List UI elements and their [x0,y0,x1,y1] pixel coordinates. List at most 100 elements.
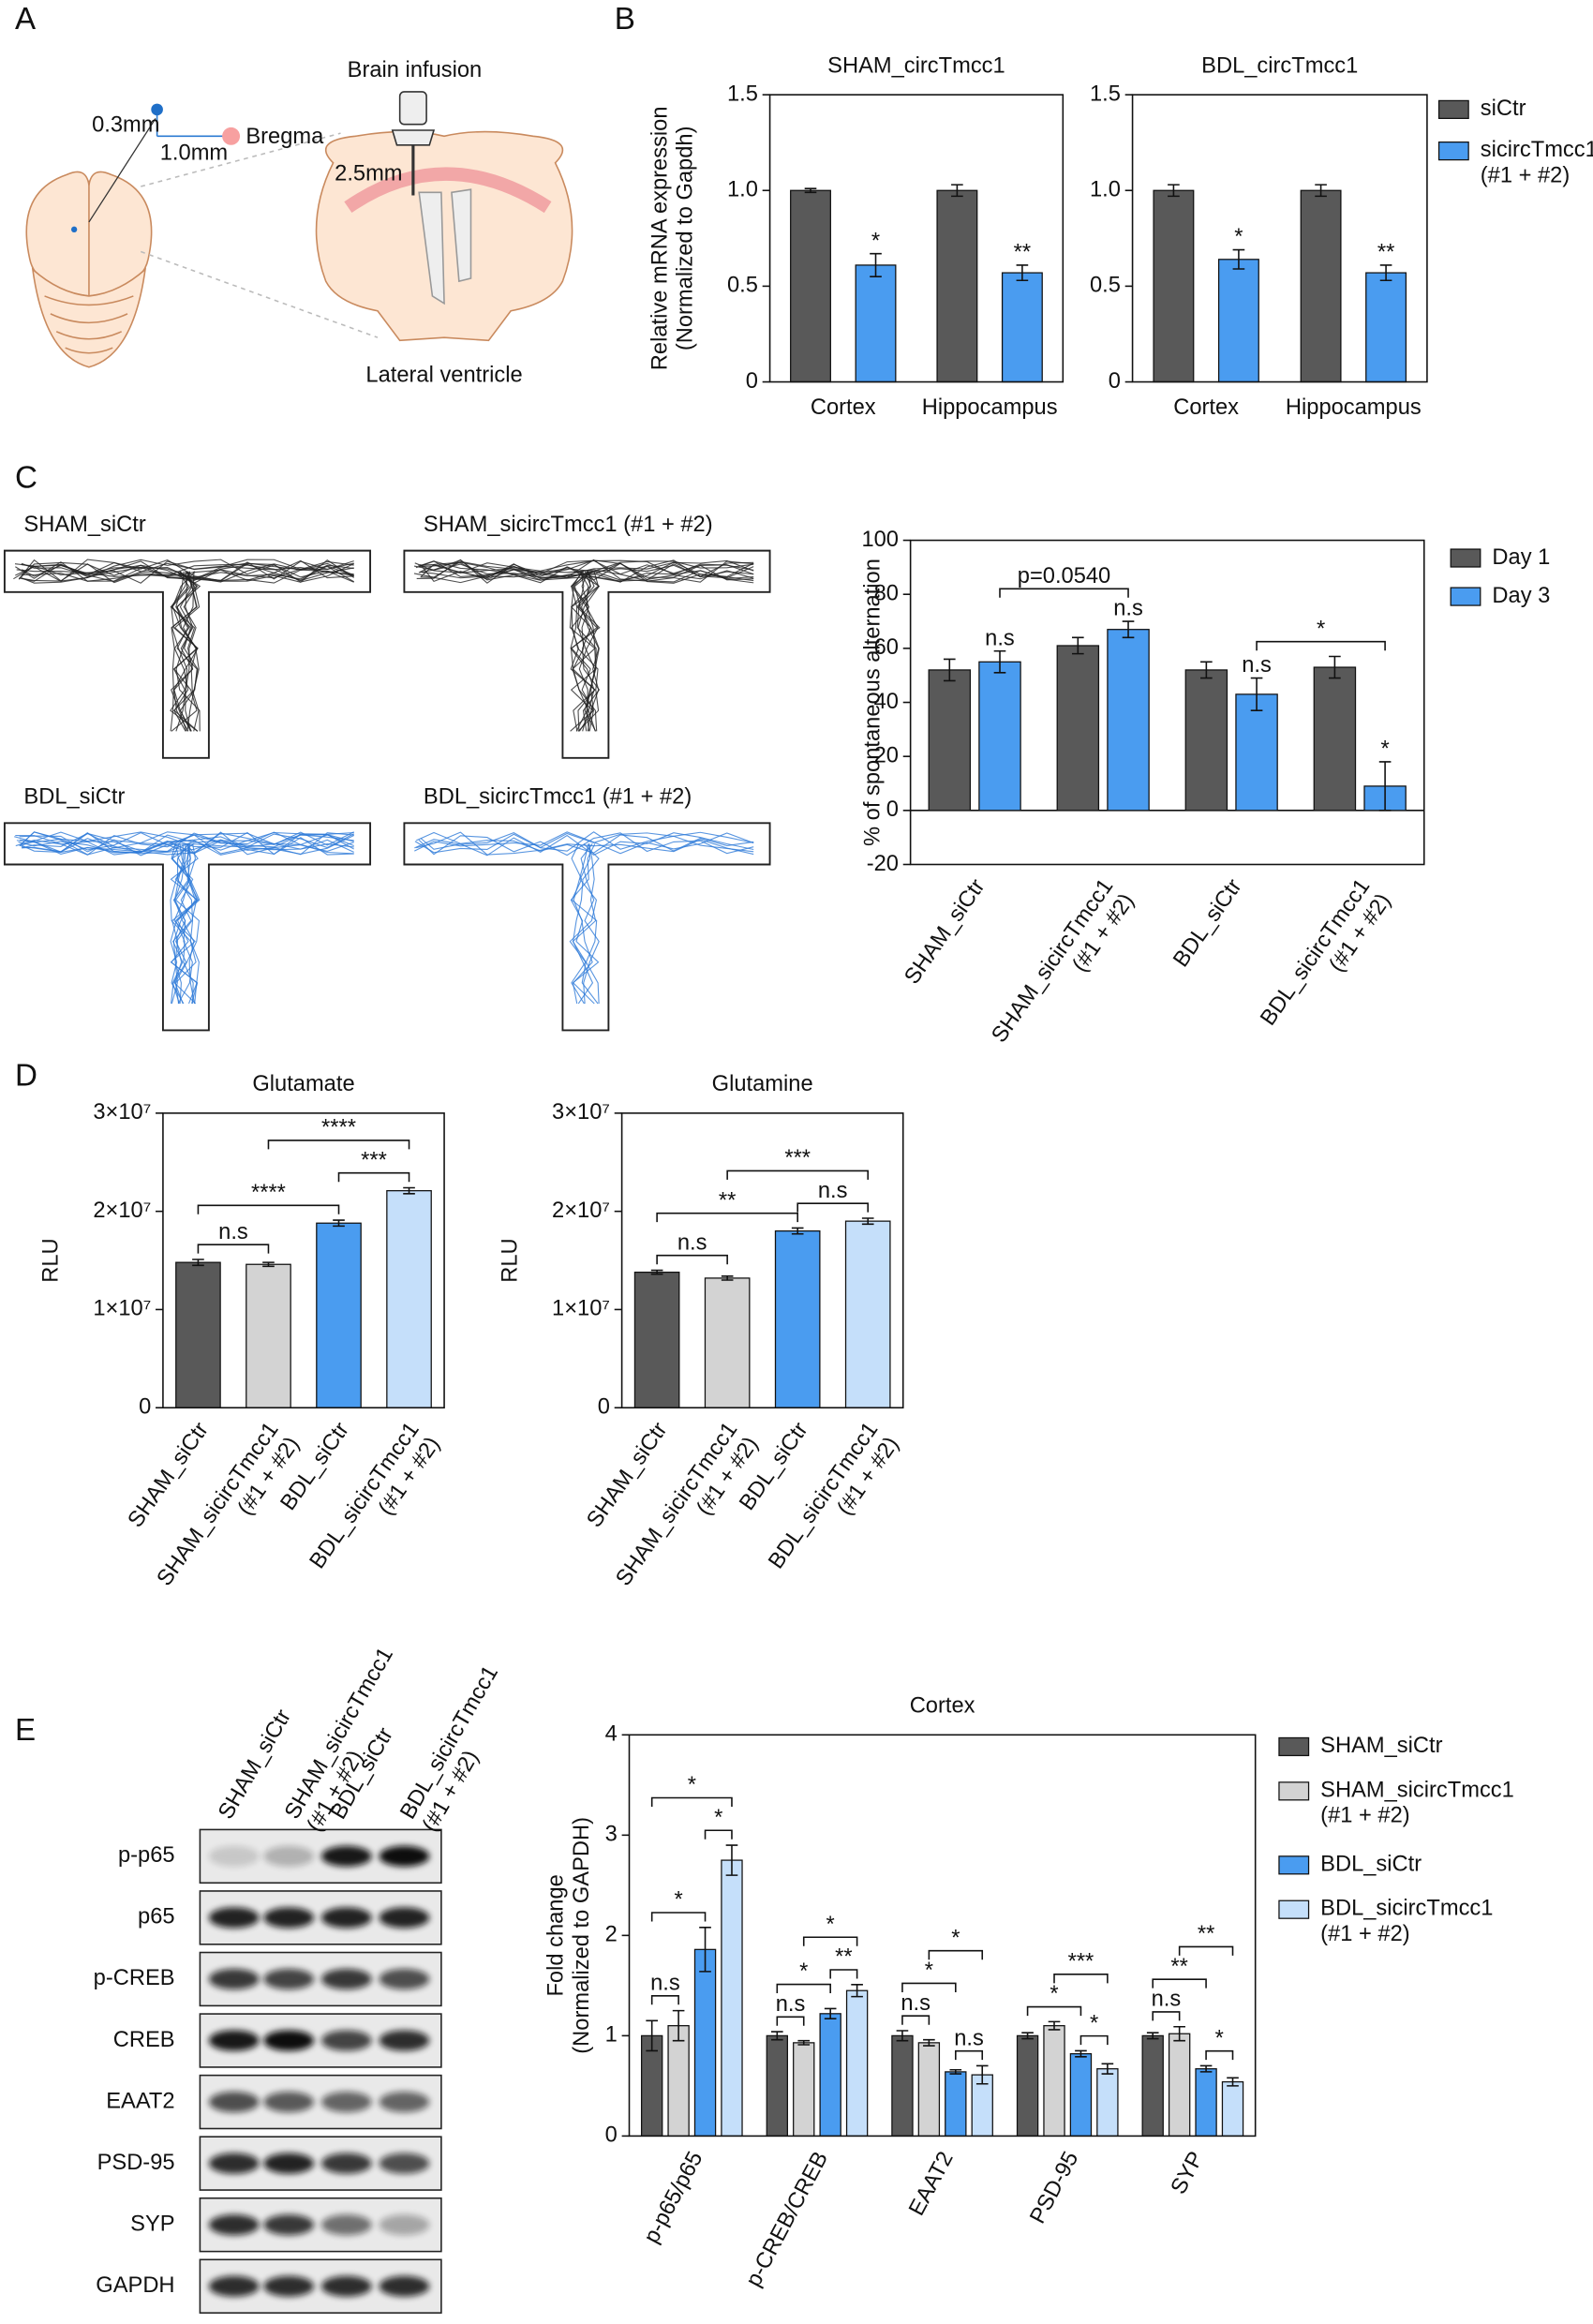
chart-title: Glutamate [252,1072,354,1096]
legend-label: SHAM_sicircTmcc1 (#1 + #2) [1320,1779,1514,1828]
y-tick-label: 0 [598,1394,610,1419]
significance-bracket [337,1171,410,1183]
blot-band [263,1845,315,1867]
marker [222,127,241,145]
y-tick-label: -20 [867,852,899,876]
significance-label: * [1234,225,1243,249]
diagram-label: 2.5mm [335,162,402,186]
y-tick-label: 0.5 [727,274,758,298]
y-tick-label: 0 [1109,369,1121,394]
diagram-label: Bregma [246,125,324,149]
error-bar [725,1844,738,1876]
blot-band [263,2030,315,2051]
significance-bracket [796,1202,870,1213]
trace [572,843,599,1005]
error-bar [403,1186,415,1195]
error-bar [1199,2064,1213,2073]
plot-frame [628,1734,1257,2138]
trace [414,832,754,853]
blot-band [263,2153,315,2174]
marker [70,226,78,232]
row-label: p-p65 [118,1843,175,1868]
significance-bracket [704,1829,733,1840]
blot-band [379,2153,430,2174]
x-tick-label: p-CREB/CREB [741,2148,833,2291]
plot-frame [620,1112,904,1409]
trace [22,832,354,853]
trace [170,571,194,732]
blot-band [263,2092,315,2113]
row-label: p-CREB [94,1966,175,1990]
chart-title: Glutamine [712,1072,813,1096]
x-tick-label: BDL_sicircTmcc1(#1 + #2) [1257,875,1396,1045]
trace [170,571,196,732]
bar [1056,645,1100,812]
trace [415,560,754,584]
trace [572,571,596,732]
x-tick-label: Hippocampus [922,395,1058,420]
significance-bracket [726,1169,870,1180]
bar [1153,189,1195,383]
trace [571,571,600,732]
bar [1235,693,1278,812]
bar [855,264,897,383]
blot-band [320,1907,372,1929]
trace [415,831,754,854]
panel-label: D [15,1059,37,1094]
error-bar [646,2019,658,2052]
diagram-label: 0.3mm [92,113,159,138]
significance-label: * [1050,1982,1058,2006]
y-tick-label: 0 [605,2123,618,2148]
chart-title: Cortex [910,1694,975,1719]
error-bar [896,2030,909,2042]
significance-label: n.s [1113,597,1143,621]
error-bar [797,2039,811,2046]
plot-frame [768,94,1064,383]
blot-band [379,2092,430,2113]
y-axis-label: Relative mRNA expression(Normalized to G… [648,106,698,370]
x-tick-label: Cortex [811,395,876,420]
legend-label: BDL_sicircTmcc1 (#1 + #2) [1320,1897,1493,1946]
bar [633,1271,680,1408]
error-bar [923,2038,935,2047]
blot-band [320,2275,372,2297]
bar [1107,629,1150,812]
significance-bracket [829,1969,858,1979]
bar [246,1263,291,1408]
bar [1168,2033,1191,2138]
blot-band [263,1907,315,1929]
x-tick-label: BDL_siCtr [1169,874,1246,971]
trace [21,559,354,582]
legend-label: sicircTmcc1 (#1 + #2) [1481,138,1593,187]
y-tick-label: 3 [605,1823,618,1847]
y-tick-label: 3×10⁷ [552,1100,610,1125]
bar [386,1190,432,1408]
bar [1365,272,1407,383]
trace [576,571,597,732]
error-bar [1048,2020,1061,2031]
error-bar [672,2009,685,2042]
blot-band [263,2275,315,2297]
significance-label: n.s [901,1991,930,2016]
y-tick-label: 1.0 [1090,178,1121,202]
bar [891,2034,914,2138]
bar [1069,2053,1093,2138]
error-bar [1200,661,1213,679]
error-bar [1168,184,1180,198]
significance-bracket [1256,640,1386,651]
significance-label: * [925,1959,933,1983]
bar [790,189,831,383]
blot-band [320,2214,372,2236]
significance-label: ** [1198,1922,1214,1946]
significance-label: p=0.0540 [1018,564,1110,588]
trace [578,571,599,732]
trace [573,843,595,1005]
blot-band [208,2153,260,2174]
significance-bracket [1079,2034,1109,2046]
blot-band [379,1845,430,1867]
blot-band [379,2214,430,2236]
y-tick-label: 1×10⁷ [93,1297,151,1321]
trace [413,560,754,584]
y-tick-label: 0.5 [1090,274,1121,298]
blot-band [379,2275,430,2297]
